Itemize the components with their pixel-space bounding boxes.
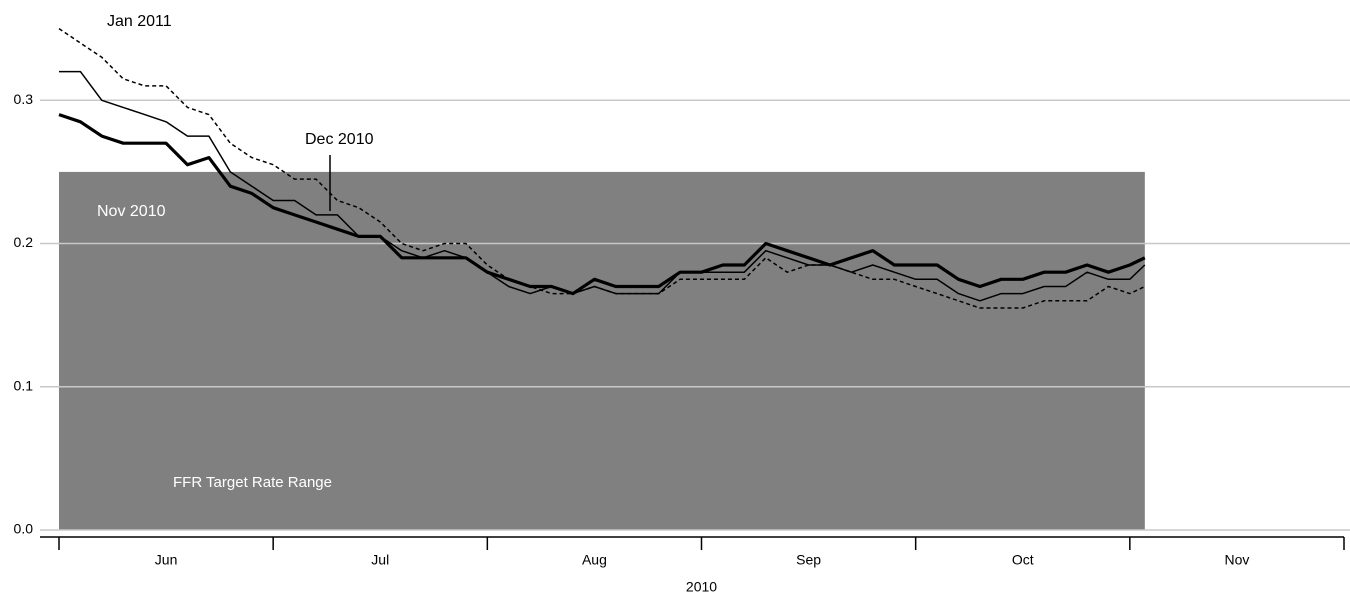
series-label: Nov 2010 bbox=[97, 203, 166, 220]
series-label: Dec 2010 bbox=[305, 131, 374, 148]
y-tick-label: 0.0 bbox=[14, 521, 34, 537]
x-tick-label: Jun bbox=[155, 552, 178, 568]
y-tick-label: 0.2 bbox=[14, 234, 34, 250]
x-tick-label: Nov bbox=[1224, 552, 1249, 568]
y-tick-label: 0.3 bbox=[14, 91, 34, 107]
x-tick-label: Aug bbox=[582, 552, 607, 568]
x-tick-label: Sep bbox=[796, 552, 821, 568]
x-tick-label: Oct bbox=[1012, 552, 1034, 568]
x-axis-label: 2010 bbox=[686, 579, 717, 595]
series-label: Jan 2011 bbox=[107, 13, 172, 30]
x-tick-label: Jul bbox=[371, 552, 389, 568]
target-range bbox=[59, 171, 1145, 530]
series-line bbox=[58, 27, 1146, 309]
range-label: FFR Target Rate Range bbox=[173, 474, 332, 491]
series-line bbox=[59, 70, 1146, 302]
y-tick-label: 0.1 bbox=[14, 377, 34, 393]
series-line bbox=[58, 113, 1146, 296]
